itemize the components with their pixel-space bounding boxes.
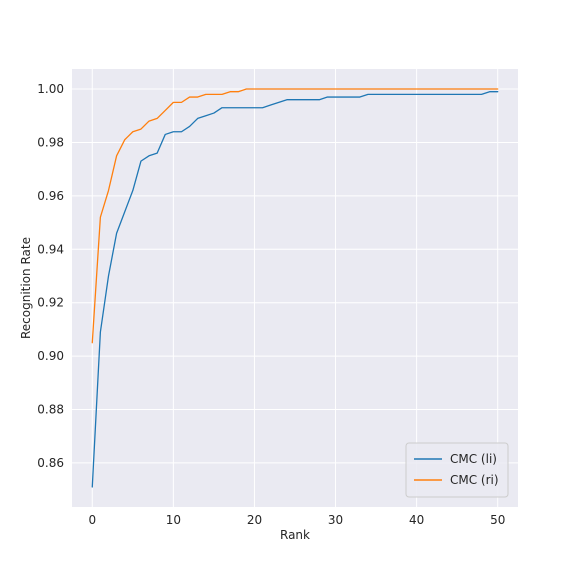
legend-box — [405, 442, 509, 498]
x-axis-ticks: 0 10 20 30 40 50 — [88, 513, 505, 527]
plot-area — [72, 69, 518, 507]
y-axis-ticks: 0.86 0.88 0.90 0.92 0.94 0.96 0.98 1.00 — [37, 82, 64, 470]
y-tick-label: 0.96 — [37, 189, 64, 203]
y-tick-label: 0.90 — [37, 349, 64, 363]
y-tick-label: 1.00 — [37, 82, 64, 96]
y-tick-label: 0.98 — [37, 135, 64, 149]
legend-entry: CMC (ri) — [450, 473, 499, 487]
x-axis-label: Rank — [280, 528, 310, 542]
y-tick-label: 0.94 — [37, 242, 64, 256]
legend: CMC (li) CMC (ri) — [405, 442, 509, 498]
x-tick-label: 10 — [166, 513, 181, 527]
y-tick-label: 0.88 — [37, 403, 64, 417]
x-tick-label: 30 — [328, 513, 343, 527]
y-axis-label: Recognition Rate — [19, 237, 33, 339]
legend-entry: CMC (li) — [450, 452, 497, 466]
y-tick-label: 0.92 — [37, 296, 64, 310]
x-tick-label: 50 — [490, 513, 505, 527]
series-line-2 — [91, 88, 499, 344]
x-tick-label: 20 — [247, 513, 262, 527]
x-tick-label: 40 — [409, 513, 424, 527]
series-line-1 — [91, 91, 499, 488]
y-tick-label: 0.86 — [37, 456, 64, 470]
series-lines — [91, 88, 499, 488]
x-tick-label: 0 — [88, 513, 96, 527]
